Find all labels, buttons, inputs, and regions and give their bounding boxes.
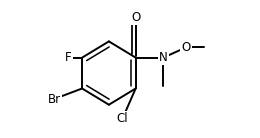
- Text: Cl: Cl: [116, 112, 128, 125]
- Text: O: O: [131, 11, 140, 24]
- Text: F: F: [65, 51, 72, 64]
- Text: O: O: [181, 41, 191, 54]
- Text: N: N: [159, 51, 168, 64]
- Text: Br: Br: [48, 93, 61, 106]
